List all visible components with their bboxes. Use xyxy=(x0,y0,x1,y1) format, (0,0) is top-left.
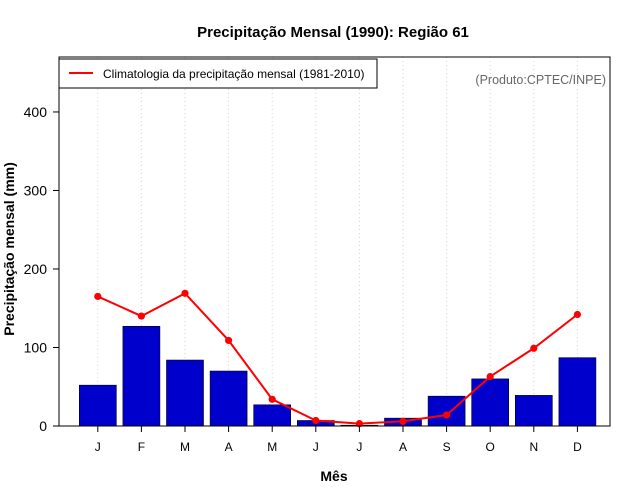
climatology-point-4 xyxy=(225,336,233,345)
bar-11 xyxy=(514,395,553,427)
climatology-point-10 xyxy=(486,372,494,381)
legend-label: Climatologia da precipitação mensal (198… xyxy=(103,67,364,81)
bar-2 xyxy=(122,325,161,427)
x-tick-label-1: J xyxy=(95,440,101,454)
x-tick-label-5: M xyxy=(267,440,277,454)
x-tick-label-3: M xyxy=(180,440,190,454)
bar-10 xyxy=(471,378,510,427)
bar-3 xyxy=(166,359,204,427)
climatology-point-12 xyxy=(573,310,582,319)
climatology-point-7 xyxy=(355,420,363,428)
climatology-point-6 xyxy=(312,416,320,425)
legend-box xyxy=(58,58,378,89)
gridlines xyxy=(97,57,578,426)
climatology-point-8 xyxy=(399,417,407,425)
x-tick-label-2: F xyxy=(138,440,145,454)
climatology-point-1 xyxy=(94,292,102,301)
bar-4 xyxy=(209,370,248,427)
y-tick-label-200: 200 xyxy=(24,261,48,277)
climatology-polyline xyxy=(97,292,579,425)
x-tick-label-11: N xyxy=(529,440,538,454)
x-axis-label: Mês xyxy=(320,468,347,484)
climatology-point-5 xyxy=(268,395,276,403)
bar-5 xyxy=(253,404,291,427)
climatology-point-3 xyxy=(181,289,189,297)
climatology-point-2 xyxy=(137,312,145,320)
y-axis: 0 100 200 300 400 xyxy=(24,104,59,434)
x-tick-label-4: A xyxy=(225,440,233,454)
climatology-line xyxy=(94,289,582,428)
legend: Climatologia da precipitação mensal (198… xyxy=(58,58,378,89)
y-axis-label: Precipitação mensal (mm) xyxy=(1,162,17,336)
bar-9 xyxy=(427,395,466,427)
x-tick-label-6: J xyxy=(313,440,319,454)
bar-12 xyxy=(558,357,597,427)
x-tick-label-12: D xyxy=(573,440,582,454)
credit-text: (Produto:CPTEC/INPE) xyxy=(475,73,606,87)
climatology-point-11 xyxy=(530,344,538,352)
bar-1 xyxy=(79,384,117,427)
plot-border xyxy=(58,56,611,427)
y-tick-label-300: 300 xyxy=(24,182,48,198)
bars xyxy=(79,325,597,427)
y-tick-label-0: 0 xyxy=(39,418,47,434)
chart-title: Precipitação Mensal (1990): Região 61 xyxy=(197,24,469,41)
x-tick-label-7: J xyxy=(356,440,362,454)
y-tick-label-400: 400 xyxy=(24,104,48,120)
climatology-point-9 xyxy=(443,411,451,419)
x-tick-label-9: S xyxy=(443,440,451,454)
y-tick-label-100: 100 xyxy=(24,339,48,355)
x-tick-label-8: A xyxy=(399,440,407,454)
x-tick-label-10: O xyxy=(486,440,495,454)
